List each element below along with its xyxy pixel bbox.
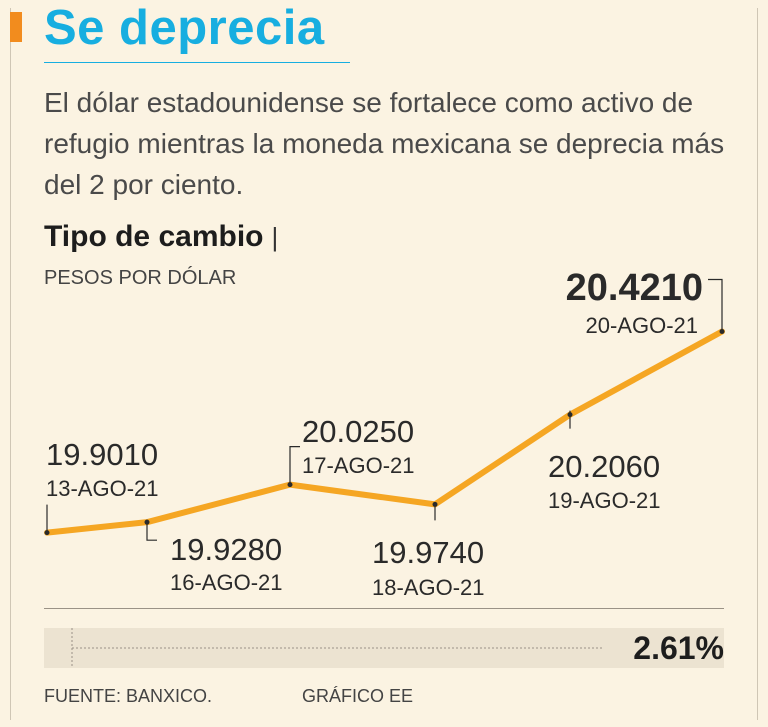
subtitle: El dólar estadounidense se fortalece com… [44,87,725,200]
x-tick-label: 20-AGO-21 [586,313,699,338]
source-label: FUENTE: BANXICO. [44,686,213,706]
data-point [287,482,293,488]
divider-line [44,608,724,609]
value-label: 20.0250 [302,414,414,449]
change-bar-marks [71,628,604,668]
value-label: 19.9740 [372,535,484,570]
chart-units-label: PESOS POR DÓLAR [44,267,237,289]
x-tick-label: 13-AGO-21 [46,476,159,501]
callout-line [708,278,723,332]
data-point [144,519,150,525]
title-underline [44,62,350,63]
series-line [44,328,725,536]
data-point [44,530,50,536]
x-tick-label: 18-AGO-21 [372,575,485,600]
data-point [432,501,438,507]
x-tick-label: 17-AGO-21 [302,453,415,478]
x-tick-label: 16-AGO-21 [170,570,283,595]
accent-bar [10,12,22,42]
change-percent: 2.61% [633,630,724,666]
x-tick-label: 19-AGO-21 [548,488,661,513]
callout-line [289,446,300,485]
infographic-frame [10,8,758,720]
callout-line [146,522,157,541]
page-title: Se deprecia [44,1,325,55]
chart-title: Tipo de cambio | [44,220,278,254]
chart-title-text: Tipo de cambio [44,220,264,253]
value-label: 19.9010 [46,437,158,472]
title-pipe: | [271,222,279,252]
change-bar [44,628,724,668]
data-point [719,328,725,334]
value-label: 19.9280 [170,532,282,567]
credit-label: GRÁFICO EE [302,686,414,706]
value-label: 20.4210 [566,267,703,309]
data-point [567,412,573,418]
value-label: 20.2060 [548,449,660,484]
